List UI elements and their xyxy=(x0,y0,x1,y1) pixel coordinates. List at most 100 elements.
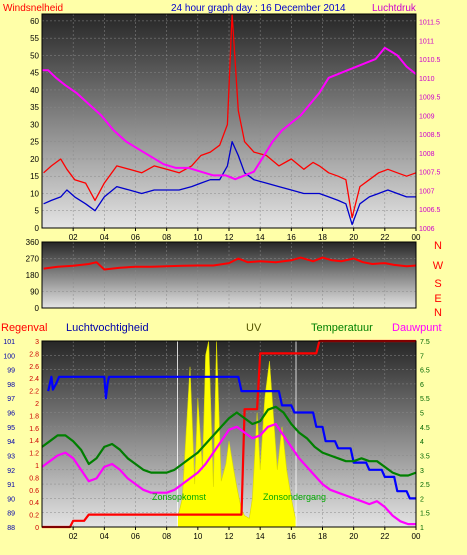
x-tick-label: 18 xyxy=(318,532,327,541)
rain-tick-label: 1.2 xyxy=(29,451,39,458)
rain-tick-label: 0.2 xyxy=(29,513,39,520)
humidity-tick-label: 92 xyxy=(7,468,15,475)
y-left-tick-label: 55 xyxy=(30,34,39,43)
y-right-tick-label: 4.5 xyxy=(420,425,430,432)
rain-tick-label: 1.8 xyxy=(29,413,39,420)
y-tick-label: 270 xyxy=(26,255,40,264)
humidity-tick-label: 91 xyxy=(7,482,15,489)
compass-label-n: N xyxy=(434,240,442,252)
x-tick-label: 12 xyxy=(225,532,234,541)
x-tick-label: 10 xyxy=(193,532,202,541)
y-right-tick-label: 1010 xyxy=(419,76,435,83)
humidity-tick-label: 96 xyxy=(7,411,15,418)
x-tick-label: 16 xyxy=(287,532,296,541)
humidity-tick-label: 90 xyxy=(7,496,15,503)
compass-label-s: S xyxy=(434,278,441,290)
y-right-tick-label: 1009 xyxy=(419,113,435,120)
x-tick-label: 16 xyxy=(287,233,296,242)
legend-regenval: Regenval xyxy=(1,322,47,334)
y-right-tick-label: 2.5 xyxy=(420,482,430,489)
humidity-tick-label: 101 xyxy=(3,339,15,346)
y-tick-label: 180 xyxy=(26,271,40,280)
sunrise-annotation: Zonsopkomst xyxy=(152,492,207,502)
compass-label-n2: N xyxy=(434,307,442,319)
rain-tick-label: 2.4 xyxy=(29,376,39,383)
x-tick-label: 14 xyxy=(256,233,265,242)
sunset-annotation: Zonsondergang xyxy=(263,492,326,502)
y-right-tick-label: 6.5 xyxy=(420,368,430,375)
rain-tick-label: 0 xyxy=(35,525,39,532)
y-tick-label: 0 xyxy=(35,304,40,313)
panel-frame xyxy=(41,13,417,229)
legend-luchtvochtigheid: Luchtvochtigheid xyxy=(66,322,149,334)
rain-tick-label: 2.2 xyxy=(29,389,39,396)
y-right-tick-label: 3 xyxy=(420,468,424,475)
y-right-tick-label: 1007.5 xyxy=(419,170,441,177)
rain-tick-label: 2.6 xyxy=(29,364,39,371)
y-left-tick-label: 50 xyxy=(30,51,39,60)
wind-direction-panel: 0 90 180 270 360 xyxy=(26,238,417,313)
dauwpunt-line xyxy=(41,422,416,526)
y-right-tick-label: 5 xyxy=(420,411,424,418)
y-left-tick-label: 5 xyxy=(35,207,40,216)
y-right-tick-label: 7 xyxy=(420,353,424,360)
legend-temperatuur: Temperatuur xyxy=(311,322,373,334)
regenval-line xyxy=(42,339,416,529)
x-tick-label: 22 xyxy=(380,532,389,541)
y-left-tick-label: 0 xyxy=(35,224,40,233)
rain-tick-label: 1.4 xyxy=(29,438,39,445)
windsnelheid-line xyxy=(43,13,417,219)
x-tick-label: 22 xyxy=(380,233,389,242)
windrichting-line xyxy=(43,256,417,271)
rain-tick-label: 1 xyxy=(35,463,39,470)
y-right-tick-label: 1009.5 xyxy=(419,95,441,102)
luchtdruk-line xyxy=(42,46,417,181)
y-right-tick-label: 1.5 xyxy=(420,511,430,518)
x-tick-label: 04 xyxy=(100,233,109,242)
legend-uv: UV xyxy=(246,322,262,334)
chart-title: 24 hour graph day : 16 December 2014 xyxy=(171,3,346,14)
x-tick-label: 06 xyxy=(131,532,140,541)
wind-speed-axis-label: Windsnelheid xyxy=(3,3,63,14)
y-left-tick-label: 25 xyxy=(30,138,39,147)
x-tick-label: 14 xyxy=(256,532,265,541)
humidity-tick-label: 100 xyxy=(3,353,15,360)
humidity-uv-temp-panel: 1 1.5 2 2.5 3 3.5 4 4.5 5 5.5 6 6.5 7 7.5 88 89 90 91 92 93… xyxy=(3,339,430,541)
x-tick-label: 02 xyxy=(69,532,78,541)
humidity-tick-label: 95 xyxy=(7,425,15,432)
rain-tick-label: 0.6 xyxy=(29,488,39,495)
rain-tick-label: 3 xyxy=(35,339,39,346)
x-tick-label: 08 xyxy=(162,233,171,242)
y-left-tick-label: 30 xyxy=(30,120,39,129)
y-left-tick-label: 60 xyxy=(30,17,39,26)
humidity-tick-label: 94 xyxy=(7,439,15,446)
y-right-tick-label: 1010.5 xyxy=(419,57,441,64)
panel-frame xyxy=(41,241,417,309)
humidity-tick-label: 93 xyxy=(7,453,15,460)
y-right-tick-label: 2 xyxy=(420,496,424,503)
y-right-tick-label: 1006.5 xyxy=(419,207,441,214)
y-left-tick-label: 20 xyxy=(30,155,39,164)
rain-tick-label: 2.8 xyxy=(29,351,39,358)
y-left-tick-label: 15 xyxy=(30,172,39,181)
y-right-tick-label: 4 xyxy=(420,439,424,446)
humidity-tick-label: 97 xyxy=(7,396,15,403)
y-right-tick-label: 5.5 xyxy=(420,396,430,403)
y-right-tick-label: 1011 xyxy=(419,38,434,45)
x-tick-label: 18 xyxy=(318,233,327,242)
y-right-tick-label: 1 xyxy=(420,525,424,532)
y-right-tick-label: 7.5 xyxy=(420,339,430,346)
panel-frame xyxy=(41,340,417,528)
panel-background xyxy=(42,14,416,228)
x-tick-label: 04 xyxy=(100,532,109,541)
y-left-tick-label: 35 xyxy=(30,103,39,112)
y-right-tick-label: 1008.5 xyxy=(419,132,441,139)
luchtvochtigheid-line xyxy=(47,375,416,500)
pressure-axis-label: Luchtdruk xyxy=(372,3,417,14)
rain-tick-label: 2 xyxy=(35,401,39,408)
rain-tick-label: 0.4 xyxy=(29,500,39,507)
y-right-tick-label: 1006 xyxy=(419,226,435,233)
x-tick-label: 02 xyxy=(69,233,78,242)
humidity-tick-label: 98 xyxy=(7,382,15,389)
